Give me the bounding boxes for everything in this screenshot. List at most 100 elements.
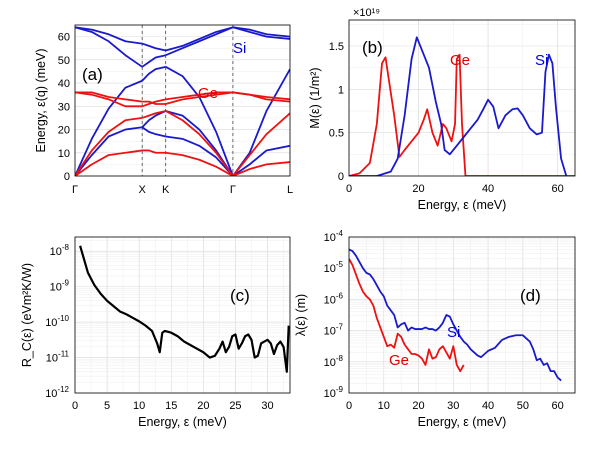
series-line-si-9 xyxy=(165,135,234,176)
y-axis-label: Energy, ε(q) (meV) xyxy=(34,49,48,153)
series-line-si-4 xyxy=(141,126,166,138)
x-tick-label: Γ xyxy=(72,184,78,196)
series-line-ge-31 xyxy=(232,161,290,176)
x-tick-label: 40 xyxy=(482,400,494,412)
y-tick-label: 60 xyxy=(58,32,70,44)
axes-frame xyxy=(74,24,291,177)
series-line-ge-19 xyxy=(75,117,143,176)
plot-area xyxy=(349,20,575,176)
series-line-si-2 xyxy=(75,26,143,68)
y-tick-label: 1 xyxy=(338,84,344,96)
panel-label: (d) xyxy=(520,286,541,305)
series-annotation-ge: Ge xyxy=(450,52,470,69)
series-line-si-5 xyxy=(141,110,167,128)
x-tick-label: 20 xyxy=(197,400,209,412)
x-axis-label: Energy, ε (meV) xyxy=(418,198,507,212)
x-tick-label: 15 xyxy=(165,400,177,412)
y-tick-label: 10-9 xyxy=(324,385,344,400)
y-tick-label: 0.5 xyxy=(329,128,344,140)
y-tick-label: 10 xyxy=(58,148,70,160)
series-line-si-8 xyxy=(141,42,166,52)
y-tick-label: 1.5 xyxy=(329,41,344,53)
y-tick-label: 10-8 xyxy=(50,243,70,258)
series-line-ge-22 xyxy=(142,149,166,154)
series-line-ge-28 xyxy=(165,91,234,105)
series-annotation-si: Si xyxy=(447,324,460,341)
panel-d: 0 10 20 30 40 50 60 10-9 10-8 10-7 10-6 10-5 10-4 Ene… xyxy=(294,229,576,429)
x-tick-label: 20 xyxy=(412,183,424,195)
panel-c: 0 5 10 15 20 25 30 10-12 10-11 10-10 10-9 10-8 Energ… xyxy=(20,236,291,429)
x-tick-label: 25 xyxy=(229,400,241,412)
y-scale-multiplier: ×10¹⁹ xyxy=(353,7,380,19)
y-tick-label: 10-7 xyxy=(324,323,344,338)
series-line-si-3 xyxy=(75,26,143,45)
series-line-si-15 xyxy=(232,144,290,176)
y-tick-label: 20 xyxy=(58,125,70,137)
series-line-ge-20 xyxy=(75,91,143,108)
series-annotation-ge: Ge xyxy=(198,85,218,102)
x-tick-label: 10 xyxy=(378,400,390,412)
series-line-rc-0 xyxy=(79,245,290,373)
panel-label: (c) xyxy=(230,286,250,305)
x-axis-label: Energy, ε (meV) xyxy=(418,415,507,429)
series-line-ge-25 xyxy=(142,100,166,105)
y-tick-label: 0 xyxy=(338,171,344,183)
x-tick-label: Γ xyxy=(230,184,236,196)
y-axis-label: M(ε) (1/m²) xyxy=(308,67,322,128)
y-tick-label: 0 xyxy=(64,171,70,183)
panel-label: (b) xyxy=(362,38,383,57)
x-tick-label: 0 xyxy=(72,400,78,412)
x-axis-label: Energy, ε (meV) xyxy=(138,415,227,429)
panel-b: 0 20 40 60 0 0.5 1 1.5 ×10¹⁹ Energy, ε (meV) M(ε) … xyxy=(308,7,576,212)
series-annotation-ge: Ge xyxy=(389,352,409,369)
series-line-si-7 xyxy=(141,54,166,68)
series-line-si-1 xyxy=(75,79,143,176)
series-line-ge-23 xyxy=(141,110,166,119)
y-tick-label: 10-5 xyxy=(324,260,344,275)
axes-frame xyxy=(348,236,576,394)
series-line-si-12 xyxy=(165,26,234,57)
y-tick-label: 10-10 xyxy=(45,314,69,329)
plot-area xyxy=(75,237,290,393)
x-tick-label: 0 xyxy=(346,400,352,412)
series-line-ge-27 xyxy=(165,110,234,176)
series-annotation-si: Si xyxy=(535,52,548,69)
series-line-si-0 xyxy=(349,248,562,382)
x-tick-label: 30 xyxy=(447,400,459,412)
x-tick-label: X xyxy=(139,184,147,196)
series-line-si-10 xyxy=(165,110,234,176)
x-tick-label: 0 xyxy=(346,183,352,195)
y-tick-label: 10-12 xyxy=(45,385,69,400)
y-tick-label: 50 xyxy=(58,55,70,67)
series-line-si-13 xyxy=(165,26,234,52)
x-tick-label: 60 xyxy=(551,400,563,412)
x-tick-label: L xyxy=(287,184,293,196)
y-axis-label: R_C(ε) (eVm²K/W) xyxy=(20,263,34,367)
series-line-ge-0 xyxy=(349,53,575,176)
y-tick-label: 30 xyxy=(58,101,70,113)
axes-frame xyxy=(74,236,291,394)
series-line-si-0 xyxy=(75,126,143,176)
series-line-ge-30 xyxy=(232,112,290,176)
panel-a: Γ X K Γ L 0 10 20 30 40 50 60 Energy, ε(q) (meV) (a) S… xyxy=(34,24,293,196)
series-annotation-si: Si xyxy=(233,40,246,57)
y-tick-label: 10-6 xyxy=(324,291,344,306)
y-tick-label: 10-8 xyxy=(324,354,344,369)
x-tick-label: 30 xyxy=(261,400,273,412)
series-line-si-6 xyxy=(141,65,166,82)
series-line-ge-18 xyxy=(75,149,143,176)
series-line-ge-26 xyxy=(165,151,234,176)
x-tick-label: 50 xyxy=(517,400,529,412)
x-tick-label: 40 xyxy=(482,183,494,195)
axes-frame xyxy=(348,19,576,177)
y-tick-label: 40 xyxy=(58,78,70,90)
x-tick-label: 10 xyxy=(133,400,145,412)
y-tick-label: 10-9 xyxy=(50,279,70,294)
series-line-si-1 xyxy=(349,36,568,176)
x-tick-label: K xyxy=(162,184,170,196)
series-line-ge-1 xyxy=(349,258,465,373)
panel-label: (a) xyxy=(82,65,103,84)
series-line-ge-21 xyxy=(75,91,143,103)
series-line-ge-33 xyxy=(232,91,290,101)
